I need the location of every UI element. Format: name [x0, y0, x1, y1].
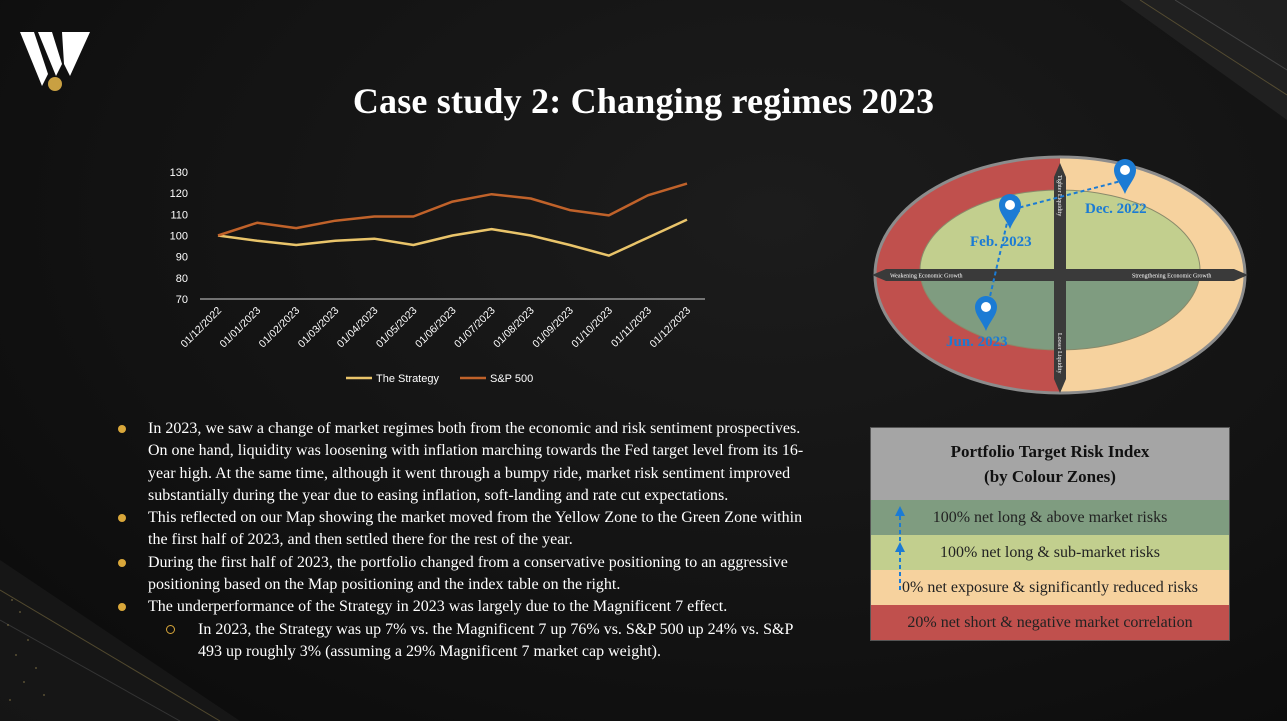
- regime-path: [987, 179, 1126, 306]
- point-label-jun-2023: Jun. 2023: [946, 334, 1008, 350]
- risk-table-subtitle: (by Colour Zones): [984, 467, 1116, 486]
- y-tick-label: 70: [176, 294, 188, 306]
- sub-bullet-ring-icon: [166, 624, 175, 634]
- y-tick-label: 130: [170, 167, 188, 179]
- axis-label-top: Tighter Liquidity: [1056, 175, 1062, 216]
- bullet-dot-icon: [118, 514, 126, 523]
- series-line-0: [217, 218, 688, 257]
- horizontal-axis-arrow: [872, 269, 1248, 281]
- axis-label-bottom: Looser Liquidity: [1056, 333, 1062, 374]
- y-tick-label: 100: [170, 231, 188, 243]
- point-label-dec-2022: Dec. 2022: [1085, 201, 1147, 217]
- point-label-feb-2023: Feb. 2023: [970, 234, 1032, 250]
- risk-table-title: Portfolio Target Risk Index: [950, 442, 1150, 461]
- risk-row-dark-green: 100% net long & above market risks: [871, 500, 1229, 535]
- risk-row-yellow: 0% net exposure & significantly reduced …: [871, 570, 1229, 605]
- bullet-dot-icon: [118, 425, 126, 433]
- x-tick-label: 01/01/2023: [218, 305, 264, 351]
- series-line-1: [217, 182, 688, 237]
- x-tick-label: 01/12/2022: [178, 305, 224, 351]
- risk-row-red: 20% net short & negative market correlat…: [871, 605, 1229, 640]
- x-tick-label: 01/05/2023: [374, 305, 420, 351]
- bullet-dot-icon: [118, 603, 126, 612]
- sub-bullet-item: In 2023, the Strategy was up 7% vs. the …: [118, 619, 818, 664]
- bullet-item: During the first half of 2023, the portf…: [118, 552, 818, 597]
- company-logo: [20, 32, 90, 91]
- x-tick-label: 01/04/2023: [335, 305, 381, 351]
- map-pin-icon: [999, 194, 1021, 229]
- risk-row-light-green: 100% net long & sub-market risks: [871, 535, 1229, 570]
- axis-label-left: Weakening Economic Growth: [890, 274, 963, 280]
- legend-label: The Strategy: [376, 373, 439, 385]
- x-tick-label: 01/07/2023: [452, 305, 498, 351]
- commentary-bullets: In 2023, we saw a change of market regim…: [118, 418, 818, 663]
- map-pin-icon: [1114, 159, 1136, 194]
- risk-index-table: Portfolio Target Risk Index (by Colour Z…: [870, 427, 1230, 641]
- bullet-item: This reflected on our Map showing the ma…: [118, 507, 818, 552]
- y-tick-label: 110: [170, 209, 188, 221]
- x-tick-label: 01/10/2023: [569, 305, 615, 351]
- x-tick-label: 01/08/2023: [491, 305, 537, 351]
- map-pin-icon: [975, 296, 997, 331]
- page-title: Case study 2: Changing regimes 2023: [352, 81, 935, 121]
- bullet-item: In 2023, we saw a change of market regim…: [118, 418, 818, 507]
- legend-label: S&P 500: [490, 373, 533, 385]
- x-tick-label: 01/06/2023: [413, 305, 459, 351]
- y-tick-label: 90: [176, 252, 188, 264]
- x-tick-label: 01/03/2023: [296, 305, 342, 351]
- risk-table-header: Portfolio Target Risk Index (by Colour Z…: [871, 428, 1229, 500]
- axis-label-right: Strengthening Economic Growth: [1132, 274, 1211, 280]
- x-tick-label: 01/09/2023: [530, 305, 576, 351]
- regime-map: Tighter Liquidity Looser Liquidity Weake…: [872, 155, 1248, 395]
- upward-progress-arrow: [895, 506, 905, 590]
- x-tick-label: 01/02/2023: [257, 305, 303, 351]
- bullet-item: The underperformance of the Strategy in …: [118, 596, 818, 618]
- y-tick-label: 80: [176, 273, 188, 285]
- x-tick-label: 01/12/2023: [647, 305, 693, 351]
- y-tick-label: 120: [170, 188, 188, 200]
- bullet-dot-icon: [118, 558, 126, 567]
